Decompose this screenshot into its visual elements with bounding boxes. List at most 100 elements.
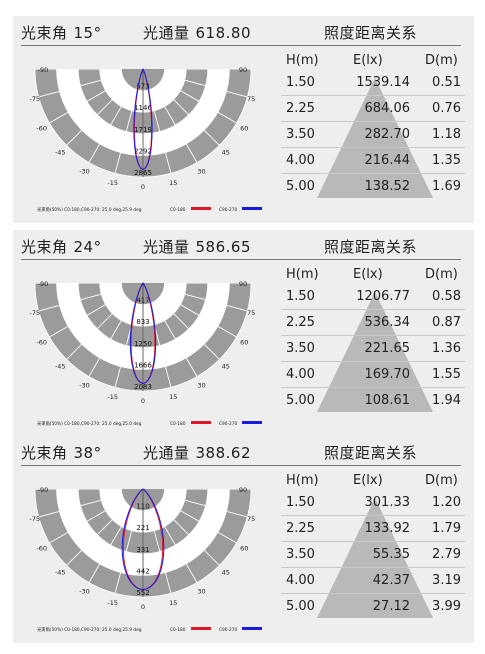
cell-height: 4.00 (286, 153, 315, 168)
legend-beam-angle-text: 光束角(50%) C0-180,C90-270: 25.0 deg,25.9 d… (37, 626, 142, 633)
luminous-flux-heading: 光通量 388.62 (143, 442, 251, 463)
column-header-diameter: D(m) (425, 267, 458, 282)
angle-tick-label: -60 (36, 545, 47, 553)
legend-c90-swatch (242, 207, 262, 210)
table-row: 5.00 108.61 1.94 (281, 388, 465, 413)
polar-spoke (153, 301, 198, 377)
cell-illuminance: 301.33 (364, 495, 411, 510)
cell-height: 1.50 (286, 75, 315, 90)
angle-tick-label: 90 (239, 66, 247, 74)
luminous-flux-label: 光通量 (143, 444, 190, 462)
polar-spoke (114, 89, 138, 174)
radial-scale-label: 2292 (134, 147, 152, 155)
table-row: 1.50 1539.14 0.51 (281, 70, 465, 96)
light-cone-graphic (317, 292, 433, 412)
polar-spoke (157, 297, 220, 360)
radial-scale-label: 221 (136, 524, 149, 532)
radial-scale-label: 1250 (134, 340, 152, 348)
polar-spoke (88, 301, 133, 377)
angle-tick-label: -90 (38, 280, 49, 288)
polar-spoke (148, 303, 172, 388)
cell-diameter: 0.58 (432, 289, 461, 304)
polar-spoke (66, 297, 129, 360)
angle-tick-label: -15 (107, 599, 118, 607)
angle-tick-label: 60 (240, 339, 248, 347)
radial-scale-label: 331 (136, 546, 149, 554)
legend-c90-label: C90-270 (219, 627, 237, 633)
cell-height: 3.50 (286, 127, 315, 142)
table-row: 5.00 138.52 1.69 (281, 174, 465, 199)
polar-spoke (163, 494, 248, 518)
header-divider (21, 45, 461, 46)
angle-tick-label: 75 (247, 95, 255, 103)
angle-tick-label: 30 (197, 167, 205, 175)
cell-height: 3.50 (286, 341, 315, 356)
photometric-panel: 光束角 38° 光通量 388.62 照度距离关系 -90 -75 -60 -45 -30 -15 0… (13, 436, 474, 643)
cell-illuminance: 282.70 (364, 127, 411, 142)
table-row: 3.50 221.65 1.36 (281, 336, 465, 362)
polar-candela-diagram: -90 -75 -60 -45 -30 -15 0 15 30 45 60 75 90 573 1146 17… (30, 66, 262, 213)
illuminance-table: 1.50 301.33 1.20 2.25 133.92 1.79 3.50 55.35 2.7… (281, 490, 465, 619)
angle-tick-label: -15 (107, 179, 118, 187)
table-row: 3.50 55.35 2.79 (281, 542, 465, 568)
cell-diameter: 1.36 (432, 341, 461, 356)
angle-tick-label: 15 (169, 179, 177, 187)
table-row: 4.00 42.37 3.19 (281, 568, 465, 594)
radial-scale-label: 1666 (134, 361, 152, 369)
angle-tick-label: -60 (36, 125, 47, 133)
cell-illuminance: 133.92 (364, 521, 411, 536)
polar-spoke (163, 288, 248, 312)
cell-illuminance: 1539.14 (356, 75, 410, 90)
photometric-panel: 光束角 24° 光通量 586.65 照度距离关系 -90 -75 -60 -45 -30 -15 0… (13, 230, 474, 437)
angle-tick-label: 15 (169, 393, 177, 401)
polar-spoke (163, 74, 248, 98)
angle-tick-label: -45 (55, 363, 66, 371)
legend-c90-swatch (242, 627, 262, 630)
beam-angle-label: 光束角 (21, 444, 68, 462)
angle-tick-label: -30 (79, 167, 90, 175)
column-header-height: H(m) (286, 267, 319, 282)
radial-scale-label: 2083 (134, 383, 152, 391)
table-row: 1.50 301.33 1.20 (281, 490, 465, 516)
cell-diameter: 1.55 (432, 367, 461, 382)
radial-scale-label: 442 (136, 567, 149, 575)
luminous-flux-heading: 光通量 586.65 (143, 236, 251, 257)
polar-spoke (66, 503, 129, 566)
illuminance-table: 1.50 1539.14 0.51 2.25 684.06 0.76 3.50 282.70 1… (281, 70, 465, 199)
polar-spoke (157, 83, 220, 146)
angle-tick-label: 30 (197, 381, 205, 389)
legend-c0-swatch (191, 627, 211, 630)
table-row: 3.50 282.70 1.18 (281, 122, 465, 148)
legend-beam-angle-text: 光束角(50%) C0-180,C90-270: 25.0 deg,25.0 d… (37, 420, 142, 427)
cell-diameter: 1.20 (432, 495, 461, 510)
polar-spoke (88, 87, 133, 163)
beam-angle-heading: 光束角 15° (21, 22, 102, 43)
angle-tick-label: -90 (38, 66, 49, 74)
legend-c0-label: C0-180 (170, 627, 186, 633)
beam-angle-value: 15° (73, 24, 102, 42)
table-row: 4.00 169.70 1.55 (281, 362, 465, 388)
angle-tick-label: 75 (247, 309, 255, 317)
polar-spoke (88, 507, 133, 583)
column-header-illuminance: E(lx) (353, 53, 383, 68)
table-row: 2.25 684.06 0.76 (281, 96, 465, 122)
radial-scale-label: 573 (136, 83, 149, 91)
luminous-flux-label: 光通量 (143, 238, 190, 256)
angle-tick-label: 30 (197, 587, 205, 595)
photometric-panel: 光束角 15° 光通量 618.80 照度距离关系 -90 -75 -60 -45 -30 -15 0… (13, 16, 474, 223)
angle-tick-label: 75 (247, 515, 255, 523)
angle-tick-label: -60 (36, 339, 47, 347)
polar-spoke (161, 499, 237, 544)
polar-spoke (153, 507, 198, 583)
luminous-flux-value: 586.65 (195, 238, 252, 256)
angle-tick-label: -30 (79, 587, 90, 595)
curve-c90-270 (121, 488, 165, 590)
polar-spoke (49, 293, 125, 338)
cell-height: 1.50 (286, 495, 315, 510)
cell-illuminance: 1206.77 (356, 289, 410, 304)
legend-beam-angle-text: 光束角(50%) C0-180,C90-270: 25.0 deg,25.9 d… (37, 206, 142, 213)
angle-tick-label: -45 (55, 569, 66, 577)
polar-spoke (148, 89, 172, 174)
curve-c90-270 (133, 68, 153, 171)
angle-tick-label: 90 (239, 280, 247, 288)
